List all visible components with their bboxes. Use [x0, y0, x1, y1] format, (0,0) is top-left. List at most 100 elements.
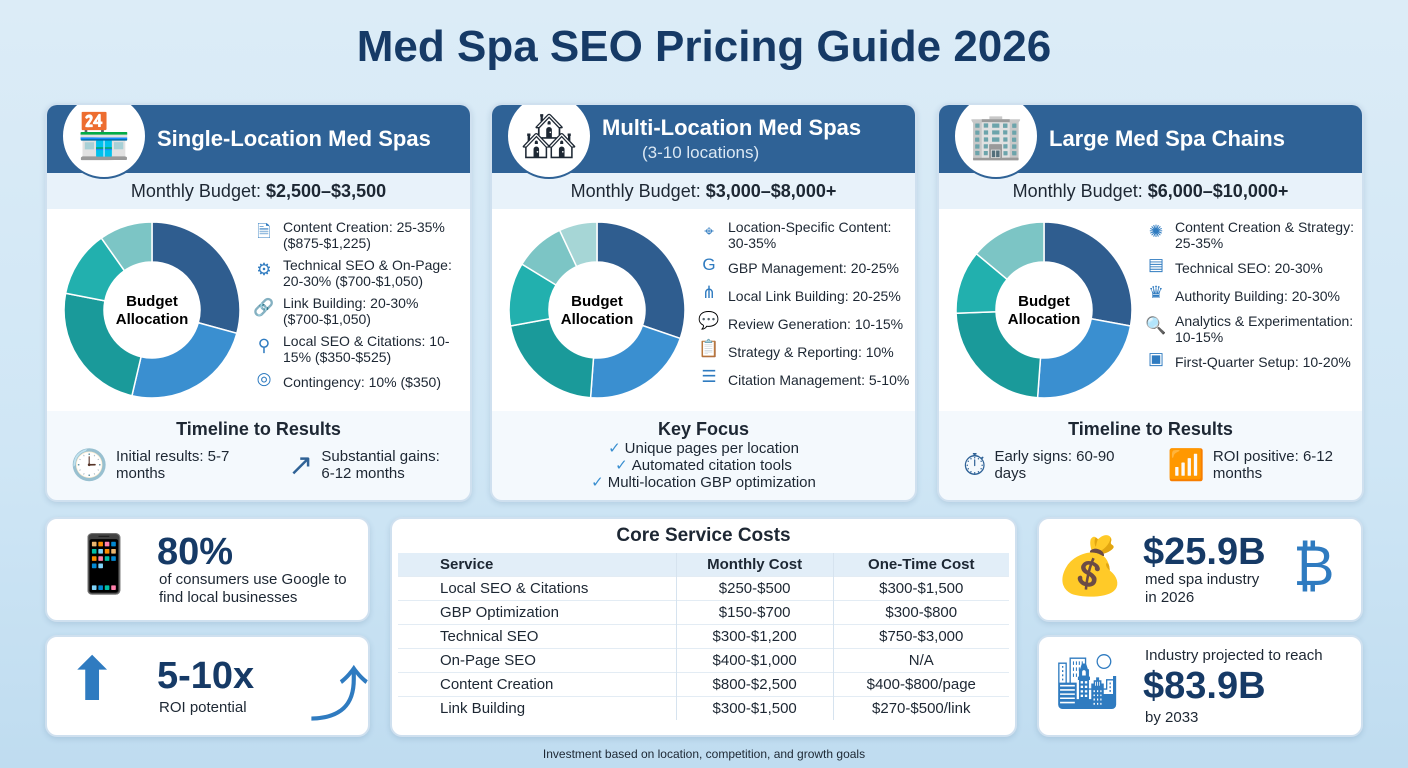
legend-text: Technical SEO: 20-30% [1175, 260, 1323, 276]
legend-item: ⋔ Local Link Building: 20-25% [698, 284, 913, 307]
bar-chart-icon: 📶 [1167, 448, 1205, 482]
card-subtitle: (3-10 locations) [642, 143, 760, 162]
donut-center-label: Budget Allocation [1008, 293, 1081, 328]
budget-value: $2,500–$3,500 [265, 181, 387, 201]
percent-arrow-icon: ⬆ [67, 646, 118, 713]
legend-item: 📋 Strategy & Reporting: 10% [698, 339, 913, 363]
tier-logo-icon: 🏢 [953, 105, 1039, 179]
legend-text: Location-Specific Content: 30-35% [728, 219, 892, 251]
legend-item: ♛ Authority Building: 20-30% [1145, 283, 1360, 307]
monthly-budget: Monthly Budget: $2,500–$3,500 [47, 173, 470, 209]
table-cell: $270-$500/link [832, 696, 1009, 720]
budget-label: Monthly Budget: [570, 181, 701, 201]
timeline-text: Initial results: 5-7 months [115, 448, 230, 482]
column-header: Monthly Cost [675, 553, 833, 577]
industry-stat-value: $25.9B [1143, 531, 1266, 573]
google-stat-box: 📱 80% of consumers use Google to find lo… [45, 517, 370, 622]
tier-card: Multi-Location Med Spas (3-10 locations)… [490, 103, 917, 502]
check-icon: ✓ [615, 457, 628, 474]
table-cell: $400-$1,000 [675, 648, 833, 673]
legend-item: ▤ Technical SEO: 20-30% [1145, 256, 1360, 279]
table-cell: $750-$3,000 [832, 624, 1009, 649]
monthly-budget: Monthly Budget: $3,000–$8,000+ [492, 173, 915, 209]
legend-item: ⚲ Local SEO & Citations: 10-15% ($350-$52… [253, 333, 468, 365]
legend-text: First-Quarter Setup: 10-20% [1175, 354, 1351, 370]
budget-label: Monthly Budget: [1012, 181, 1143, 201]
table-title: Core Service Costs [616, 525, 791, 546]
legend-text: Content Creation & Strategy: 25-35% [1175, 219, 1354, 251]
roi-stat-box: ⬆ 5-10x ROI potential ⤴ [45, 635, 370, 737]
stopwatch-icon: ⏱ [963, 448, 987, 482]
table-cell: Technical SEO [398, 624, 677, 649]
table-cell: $300-$1,200 [675, 624, 833, 649]
browser-icon: ▣ [1147, 349, 1165, 368]
table-row: Link Building $300-$1,500 $270-$500/link [398, 696, 1009, 720]
table-cell: $800-$2,500 [675, 672, 833, 697]
table-row: On-Page SEO $400-$1,000 N/A [398, 648, 1009, 673]
donut-segment [100, 221, 153, 272]
timeline-text: Substantial gains: 6-12 months [321, 448, 440, 482]
review-icon: 💬 [698, 311, 720, 330]
focus-text: Multi-location GBP optimization [607, 474, 816, 491]
table-cell: $250-$500 [675, 576, 833, 601]
industry-stat-box: 💰 $25.9B med spa industry in 2026 ₿ [1037, 517, 1363, 622]
legend-item: 🗎 Content Creation: 25-35% ($875-$1,225) [253, 219, 468, 251]
tier-card: Single-Location Med Spas Monthly Budget:… [45, 103, 472, 502]
card-title: Large Med Spa Chains [1049, 126, 1285, 151]
timeline-text: Early signs: 60-90 days [994, 448, 1115, 482]
timeline-item: 📶 ROI positive: 6-12 months [1168, 448, 1338, 482]
trend-up-icon: ↗ [288, 448, 314, 482]
footnote: Investment based on location, competitio… [542, 747, 866, 761]
legend-item: ▣ First-Quarter Setup: 10-20% [1145, 349, 1360, 373]
timeline-text: ROI positive: 6-12 months [1212, 448, 1333, 482]
legend-text: Authority Building: 20-30% [1175, 288, 1340, 304]
legend-item: 💬 Review Generation: 10-15% [698, 311, 913, 335]
legend-item: 🔗 Link Building: 20-30% ($700-$1,050) [253, 295, 468, 327]
table-cell: $300-$1,500 [675, 696, 833, 720]
phone-search-icon: 📱 [69, 532, 139, 595]
map-icon: ⌖ [704, 222, 714, 241]
coins-icon: ◎ [256, 369, 272, 388]
budget-donut: Budget Allocation [508, 221, 686, 399]
legend-item: G GBP Management: 20-25% [698, 256, 913, 279]
google-stat-text: of consumers use Google to find local bu… [159, 571, 347, 606]
legend-item: ◎ Contingency: 10% ($350) [253, 369, 468, 393]
legend-text: Local SEO & Citations: 10-15% ($350-$525… [283, 333, 450, 365]
budget-value: $6,000–$10,000+ [1147, 181, 1289, 201]
table-cell: Local SEO & Citations [398, 576, 677, 601]
legend-text: Review Generation: 10-15% [728, 316, 904, 332]
donut-segment [596, 221, 686, 340]
table-cell: N/A [832, 648, 1009, 673]
legend-text: Strategy & Reporting: 10% [728, 344, 894, 360]
timeline-item: ⏱ Early signs: 60-90 days [963, 448, 1119, 482]
legend-item: ☰ Citation Management: 5-10% [698, 367, 913, 391]
card-title: Single-Location Med Spas [157, 126, 431, 151]
legend-text: Content Creation: 25-35% ($875-$1,225) [283, 219, 445, 251]
budget-donut: Budget Allocation [955, 221, 1133, 399]
document-icon: 🗎 [257, 222, 271, 241]
brain-icon: ✺ [1148, 222, 1164, 241]
legend-text: Technical SEO & On-Page: 20-30% ($700-$1… [283, 257, 452, 289]
google-stat-value: 80% [157, 531, 234, 573]
budget-value: $3,000–$8,000+ [705, 181, 837, 201]
timeline-item: ↗ Substantial gains: 6-12 months [288, 448, 446, 482]
donut-segment [975, 221, 1045, 281]
table-cell: On-Page SEO [398, 648, 677, 673]
focus-text: Unique pages per location [624, 440, 799, 457]
clock-icon: 🕒 [70, 448, 108, 482]
money-bag-icon: ₿ [1293, 534, 1335, 597]
table-cell: Content Creation [398, 672, 677, 697]
clipboard-icon: 📋 [698, 339, 720, 358]
legend-item: ⌖ Location-Specific Content: 30-35% [698, 219, 913, 251]
check-icon: ✓ [608, 440, 621, 457]
industry-stat-text: med spa industry in 2026 [1145, 571, 1260, 606]
table-row: GBP Optimization $150-$700 $300-$800 [398, 600, 1009, 625]
focus-item: ✓ Multi-location GBP optimization [492, 474, 915, 491]
legend-item: ⚙ Technical SEO & On-Page: 20-30% ($700-$… [253, 257, 468, 289]
donut-segment [151, 221, 241, 335]
donut-segment [131, 321, 238, 399]
list-icon: ☰ [701, 367, 717, 386]
crown-icon: ♛ [1148, 283, 1164, 302]
footer-title: Timeline to Results [1068, 419, 1233, 439]
tier-card: Large Med Spa Chains Monthly Budget: $6,… [937, 103, 1364, 502]
